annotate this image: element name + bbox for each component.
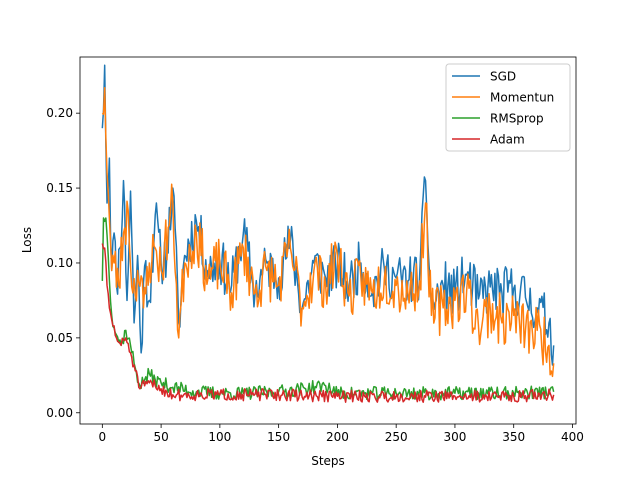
series-line-momentun xyxy=(101,86,555,378)
legend: SGD Momentun RMSprop Adam xyxy=(445,63,571,152)
x-tick-label: 50 xyxy=(153,430,168,444)
series-layer xyxy=(101,64,555,403)
x-axis-label: Steps xyxy=(311,454,345,468)
x-axis-ticks: 0 50 100 150 200 250 300 350 400 xyxy=(99,424,584,444)
legend-box xyxy=(445,63,571,152)
x-tick-label: 0 xyxy=(99,430,107,444)
legend-label: SGD xyxy=(490,70,516,84)
x-tick-label: 150 xyxy=(267,430,290,444)
y-tick-label: 0.20 xyxy=(46,106,73,120)
x-tick-label: 100 xyxy=(208,430,231,444)
legend-label: RMSprop xyxy=(490,112,544,126)
x-tick-label: 250 xyxy=(385,430,408,444)
y-axis-label: Loss xyxy=(20,227,34,253)
y-tick-label: 0.15 xyxy=(46,181,73,195)
y-axis-ticks: 0.00 0.05 0.10 0.15 0.20 xyxy=(46,106,80,420)
y-tick-label: 0.05 xyxy=(46,331,73,345)
x-tick-label: 300 xyxy=(443,430,466,444)
legend-label: Momentun xyxy=(490,91,554,105)
x-tick-label: 350 xyxy=(502,430,525,444)
x-tick-label: 400 xyxy=(561,430,584,444)
y-tick-label: 0.10 xyxy=(46,256,73,270)
series-line-adam xyxy=(101,243,555,403)
legend-label: Adam xyxy=(490,133,525,147)
plot-frame xyxy=(79,56,577,425)
y-tick-label: 0.00 xyxy=(46,406,73,420)
x-tick-label: 200 xyxy=(326,430,349,444)
series-line-sgd xyxy=(101,64,555,366)
